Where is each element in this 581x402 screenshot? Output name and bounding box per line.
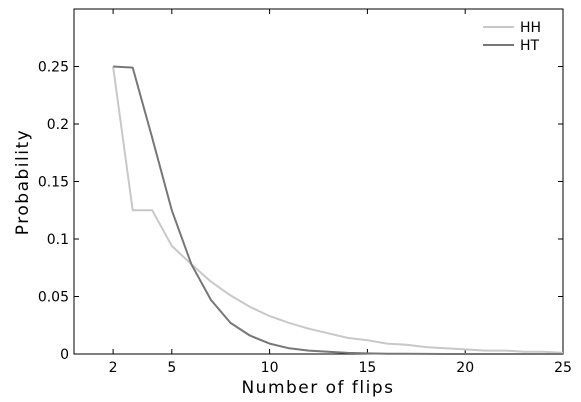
x-tick-label: 20 [456,360,474,376]
legend-label-ht: HT [520,38,540,54]
y-axis-label: Probability [13,129,33,235]
y-tick-label: 0.2 [47,117,69,133]
x-tick-label: 25 [554,360,572,376]
x-tick-label: 5 [167,360,176,376]
x-tick-label: 10 [261,360,279,376]
series-line-ht [113,65,563,355]
y-tick-label: 0.1 [47,232,69,248]
y-tick-label: 0.15 [38,175,69,191]
x-tick-label: 2 [109,360,118,376]
x-axis-label: Number of flips [241,378,394,398]
legend-label-hh: HH [520,20,541,36]
y-tick-label: 0 [60,347,69,363]
plot-frame [73,8,564,355]
series-group [112,65,564,355]
legend: HH HT [483,20,541,54]
x-tick-label: 15 [358,360,376,376]
y-tick-label: 0.25 [38,60,69,76]
series-line-hh [112,66,564,354]
y-tick-label: 0.05 [38,290,69,306]
